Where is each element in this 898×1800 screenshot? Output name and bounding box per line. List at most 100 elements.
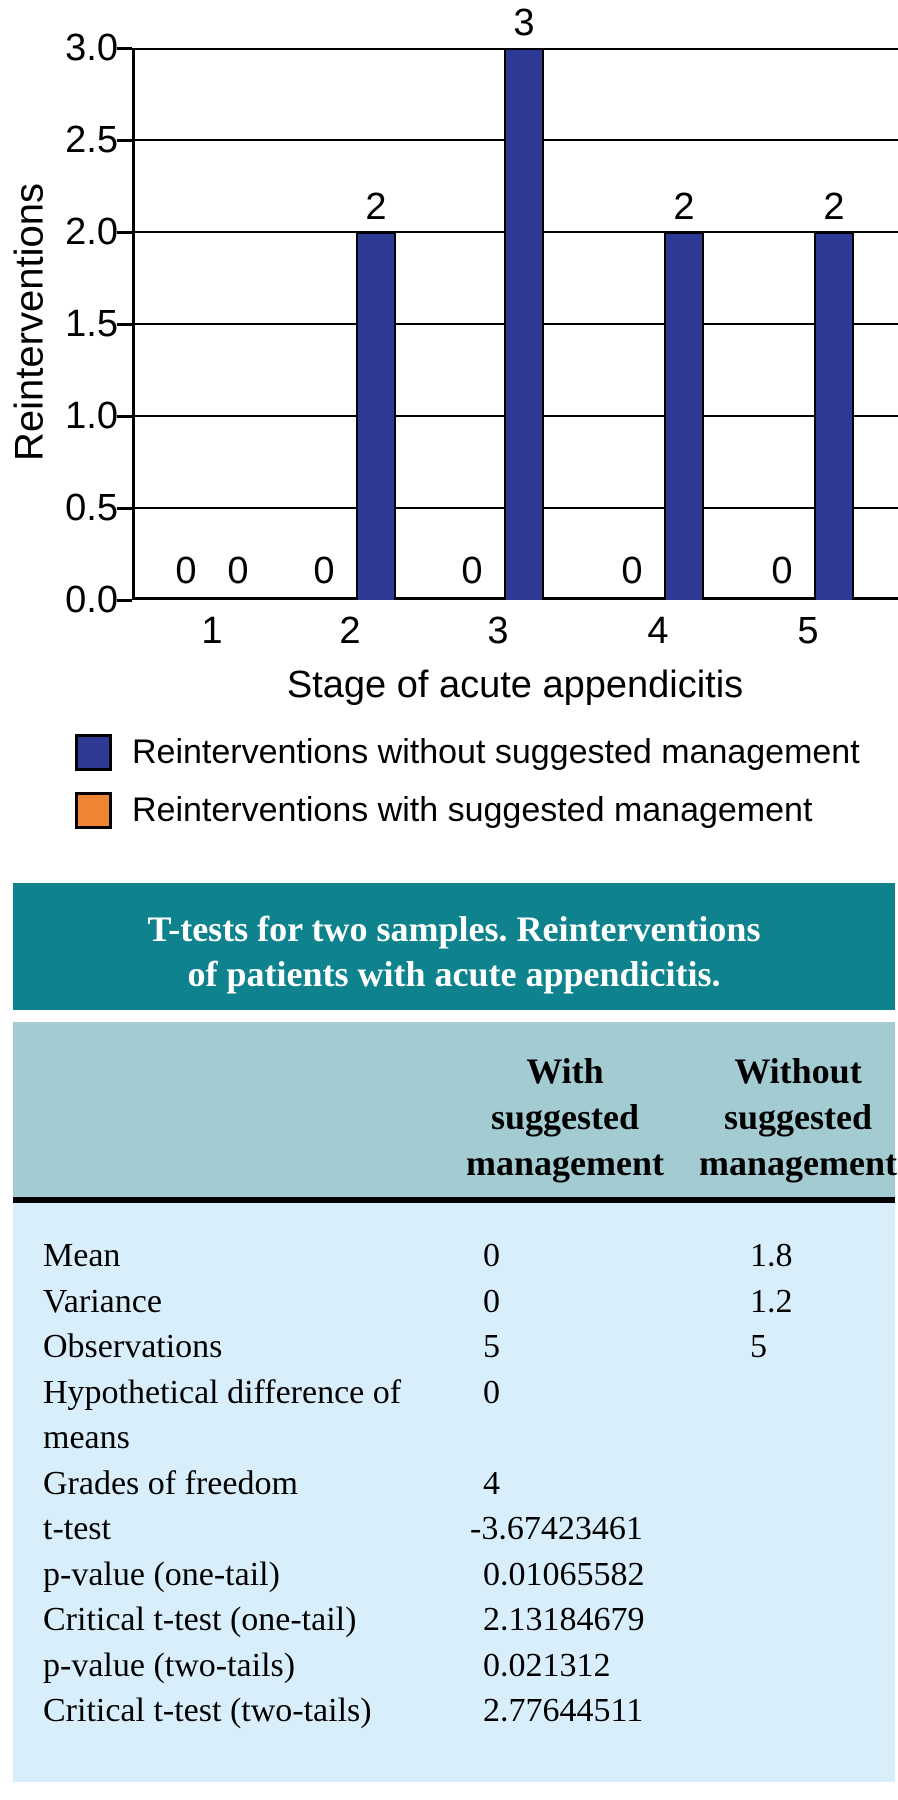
- x-axis-title: Stage of acute appendicitis: [286, 664, 744, 706]
- row-value-without: [750, 1643, 895, 1689]
- row-label: Grades of freedom: [43, 1464, 298, 1502]
- bar-right-stage-2: [356, 232, 396, 600]
- row-value-with: 0.01065582: [483, 1555, 645, 1593]
- row-value-without: [750, 1370, 895, 1461]
- table-row: Grades of freedom 4: [13, 1461, 895, 1507]
- table-row: Critical t-test (two-tails) 2.77644511: [13, 1688, 895, 1734]
- row-label: p-value (two-tails): [43, 1646, 296, 1684]
- y-tick-label: 0.5: [65, 487, 118, 529]
- bar-value-label: 0: [313, 550, 335, 592]
- header-divider: [13, 1197, 895, 1203]
- table-row: p-value (one-tail) 0.01065582: [13, 1552, 895, 1598]
- y-tick-mark: [117, 323, 132, 326]
- legend-item: Reinterventions with suggested managemen…: [75, 791, 860, 830]
- row-value-without: [750, 1506, 895, 1552]
- row-value-without: 5: [750, 1328, 767, 1365]
- row-label: Variance: [43, 1282, 162, 1320]
- x-tick-label: 3: [487, 610, 509, 652]
- bar-right-stage-5: [814, 232, 854, 600]
- y-tick-label: 2.0: [65, 211, 118, 253]
- y-tick-mark: [117, 231, 132, 234]
- row-value-with: 0: [483, 1282, 500, 1320]
- row-value-without: 1.2: [750, 1282, 793, 1320]
- legend-swatch: [75, 734, 112, 771]
- column-header-line: management: [699, 1143, 897, 1183]
- table-row: t-test -3.67423461: [13, 1506, 895, 1552]
- bar-value-label: 3: [513, 2, 535, 44]
- y-tick-label: 3.0: [65, 27, 118, 69]
- y-tick-mark: [117, 139, 132, 142]
- y-tick-label: 0.0: [65, 579, 118, 621]
- bar-value-label: 2: [823, 186, 845, 228]
- row-value-without: [750, 1597, 895, 1643]
- row-label: Mean: [43, 1237, 121, 1274]
- bar-right-stage-4: [664, 232, 704, 600]
- x-tick-label: 5: [797, 610, 819, 652]
- bar-value-label: 0: [461, 550, 483, 592]
- legend-label: Reinterventions without suggested manage…: [132, 733, 860, 771]
- y-tick-mark: [117, 415, 132, 418]
- row-label: Hypothetical difference of means: [43, 1373, 402, 1457]
- row-value-with: 2.13184679: [483, 1601, 645, 1638]
- table-row: Observations 5 5: [13, 1324, 895, 1370]
- x-tick-label: 1: [201, 610, 223, 652]
- x-tick-label: 4: [647, 610, 669, 652]
- row-label: Observations: [43, 1328, 223, 1365]
- column-header-without: Without suggested management: [678, 1048, 898, 1186]
- y-tick-mark: [117, 47, 132, 50]
- legend-item: Reinterventions without suggested manage…: [75, 733, 860, 772]
- row-value-with: 0: [483, 1237, 500, 1274]
- column-header-line: suggested: [723, 1097, 872, 1137]
- y-tick-label: 1.5: [65, 303, 118, 345]
- row-label: p-value (one-tail): [43, 1555, 280, 1593]
- y-tick-label: 2.5: [65, 119, 118, 161]
- row-value-with: 4: [483, 1464, 500, 1502]
- legend-label: Reinterventions with suggested managemen…: [132, 791, 813, 829]
- row-value-without: 1.8: [750, 1237, 793, 1274]
- table-row: Hypothetical difference of means 0: [13, 1370, 895, 1461]
- row-label: t-test: [43, 1510, 111, 1547]
- legend-swatch: [75, 792, 112, 829]
- bar-value-label: 0: [227, 550, 249, 592]
- row-value-without: [750, 1552, 895, 1598]
- row-value-with: -3.67423461: [470, 1510, 643, 1547]
- table-title-line-2: of patients with acute appendicitis.: [187, 954, 721, 994]
- bar-value-label: 2: [365, 186, 387, 228]
- table-column-headers: With suggested management Without suggested…: [13, 1022, 898, 1197]
- table-title: T-tests for two samples. Reinterventions…: [13, 883, 895, 1010]
- y-tick-mark: [117, 599, 132, 602]
- bar-value-label: 2: [673, 186, 695, 228]
- ttest-table: T-tests for two samples. Reinterventions…: [13, 883, 898, 1782]
- table-row: p-value (two-tails) 0.021312: [13, 1643, 895, 1689]
- y-axis-line: [132, 48, 135, 600]
- table-row: Mean 0 1.8: [13, 1233, 895, 1279]
- table-row: Variance 0 1.2: [13, 1279, 895, 1325]
- column-header-line: management: [466, 1143, 664, 1183]
- bar-right-stage-3: [504, 48, 544, 600]
- row-label: Critical t-test (one-tail): [43, 1601, 357, 1638]
- column-header-line: With: [526, 1051, 604, 1091]
- bar-value-label: 0: [175, 550, 197, 592]
- bar-value-label: 0: [771, 550, 793, 592]
- row-value-with: 5: [483, 1328, 500, 1365]
- y-tick-mark: [117, 507, 132, 510]
- y-tick-label: 1.0: [65, 395, 118, 437]
- column-header-with: With suggested management: [425, 1048, 705, 1186]
- row-value-with: 0: [483, 1373, 500, 1411]
- table-title-line-1: T-tests for two samples. Reinterventions: [147, 909, 761, 949]
- x-tick-label: 2: [339, 610, 361, 652]
- table-row: Critical t-test (one-tail) 2.13184679: [13, 1597, 895, 1643]
- chart-legend: Reinterventions without suggested manage…: [75, 733, 860, 849]
- row-value-without: [750, 1461, 895, 1507]
- row-value-with: 0.021312: [483, 1646, 611, 1684]
- row-value-with: 2.77644511: [483, 1692, 644, 1729]
- column-header-line: suggested: [490, 1097, 639, 1137]
- table-gap: [13, 1010, 895, 1022]
- bar-value-label: 0: [621, 550, 643, 592]
- column-header-line: Without: [734, 1051, 862, 1091]
- row-value-without: [750, 1688, 895, 1734]
- row-label: Critical t-test (two-tails): [43, 1692, 372, 1729]
